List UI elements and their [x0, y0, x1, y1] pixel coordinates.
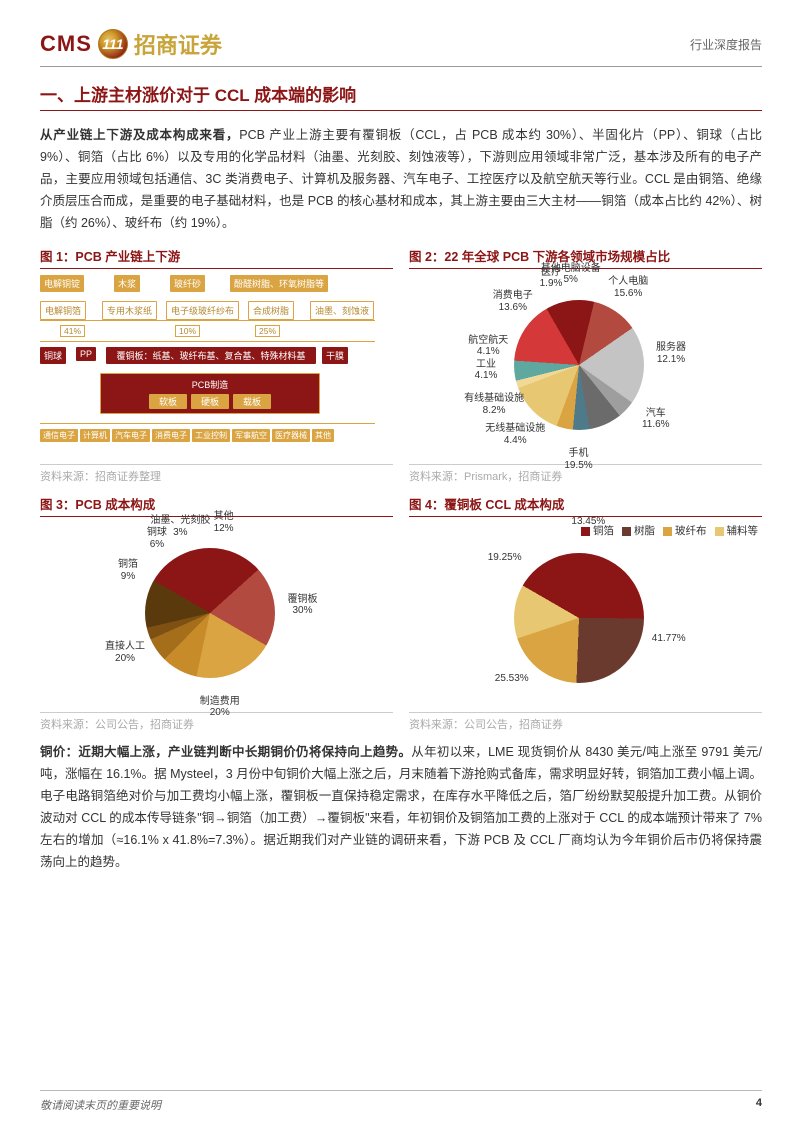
- flow-pct: 10%: [175, 325, 200, 337]
- logo-cn-text: 招商证券: [134, 28, 222, 60]
- page-header: CMS 111 招商证券 行业深度报告: [40, 28, 762, 67]
- flow-bottom-node: 军事航空: [232, 429, 270, 442]
- flow-bottom-node: 通信电子: [40, 429, 78, 442]
- flow-node: 电解铜锭: [40, 275, 84, 292]
- doc-type-label: 行业深度报告: [690, 36, 762, 53]
- flow-sub: 软板: [149, 394, 187, 409]
- legend-item: 树脂: [622, 525, 655, 537]
- flow-node: 电解铜箔: [40, 301, 86, 320]
- pie-slice-label: 无线基础设施4.4%: [485, 423, 545, 446]
- footer-note: 敬请阅读末页的重要说明: [40, 1097, 161, 1113]
- para1-rest: PCB 产业上游主要有覆铜板（CCL，占 PCB 成本约 30%）、半固化片（P…: [40, 128, 762, 230]
- flow-pct: 25%: [255, 325, 280, 337]
- para2-bold: 铜价：近期大幅上涨，产业链判断中长期铜价仍将保持向上趋势。: [40, 745, 411, 759]
- page-number: 4: [756, 1097, 762, 1113]
- pie-slice-label: 航空航天4.1%: [458, 335, 518, 358]
- fig1-flowchart: 电解铜锭 木浆 玻纤砂 酚醛树脂、环氧树脂等 电解铜箔 专用木浆纸 电子级玻纤纱…: [40, 275, 393, 460]
- pie-slice-label: 个人电脑15.6%: [598, 276, 658, 299]
- figure-2: 图 2：22 年全球 PCB 下游各领域市场规模占比 服务器12.1%汽车11.…: [409, 246, 762, 484]
- pie-slice-label: 有线基础设施8.2%: [464, 393, 524, 416]
- flow-bottom-node: 消费电子: [152, 429, 190, 442]
- pie-slice-label: 其他电脑设备5%: [541, 263, 601, 286]
- paragraph-2: 铜价：近期大幅上涨，产业链判断中长期铜价仍将保持向上趋势。从年初以来，LME 现…: [40, 742, 762, 873]
- flow-node: 干膜: [322, 347, 348, 364]
- flow-node: 酚醛树脂、环氧树脂等: [230, 275, 328, 292]
- fig2-pie-chart: 服务器12.1%汽车11.6%手机19.5%无线基础设施4.4%有线基础设施8.…: [409, 275, 762, 460]
- figure-4: 图 4：覆铜板 CCL 成本构成 铜箔树脂玻纤布辅料等 41.77%25.53%…: [409, 494, 762, 732]
- flow-node: PP: [76, 347, 96, 361]
- fig3-pie-chart: 覆铜板30%制造费用20%直接人工20%铜箔9%铜球6%油墨、光刻胶3%其他12…: [40, 523, 393, 708]
- flow-node: 电子级玻纤纱布: [166, 301, 239, 320]
- page-footer: 敬请阅读末页的重要说明 4: [40, 1090, 762, 1113]
- flow-node: 铜球: [40, 347, 66, 364]
- paragraph-1: 从产业链上下游及成本构成来看，PCB 产业上游主要有覆铜板（CCL，占 PCB …: [40, 125, 762, 234]
- flow-node: 木浆: [114, 275, 140, 292]
- legend-item: 辅料等: [715, 525, 759, 537]
- pie-slice-label: 手机19.5%: [549, 448, 609, 471]
- pie-slice-label: 其他12%: [194, 511, 254, 534]
- pie-slice-label: 消费电子13.6%: [483, 290, 543, 313]
- pie-slice-label: 25.53%: [482, 673, 542, 685]
- fig1-source: 资料来源：招商证券整理: [40, 464, 393, 484]
- flow-node: 玻纤砂: [170, 275, 205, 292]
- pie-slice-label: 铜箔9%: [98, 559, 158, 582]
- pie-slice-label: 13.45%: [558, 516, 618, 528]
- fig4-source: 资料来源：公司公告，招商证券: [409, 712, 762, 732]
- pie-slice-label: 直接人工20%: [95, 641, 155, 664]
- pie-slice-label: 汽车11.6%: [626, 408, 686, 431]
- flow-pct: 41%: [60, 325, 85, 337]
- fig4-title: 图 4：覆铜板 CCL 成本构成: [409, 494, 762, 517]
- flow-bottom-node: 汽车电子: [112, 429, 150, 442]
- logo-emblem-icon: 111: [98, 29, 128, 59]
- flow-center-label: PCB制造: [105, 378, 315, 391]
- pie-slice-label: 制造费用20%: [190, 696, 250, 719]
- figure-1: 图 1：PCB 产业链上下游 电解铜锭 木浆 玻纤砂 酚醛树脂、环氧树脂等 电解…: [40, 246, 393, 484]
- logo-cms-text: CMS: [40, 31, 92, 57]
- pie-slice-label: 19.25%: [475, 552, 535, 564]
- flow-bottom-node: 医疗器械: [272, 429, 310, 442]
- flow-center-container: PCB制造 软板 硬板 载板: [100, 373, 320, 414]
- para1-bold: 从产业链上下游及成本构成来看，: [40, 128, 239, 142]
- pie-slice-label: 服务器12.1%: [641, 342, 701, 365]
- flow-bottom-node: 工业控制: [192, 429, 230, 442]
- flow-bottom-node: 计算机: [80, 429, 110, 442]
- para2-rest: 从年初以来，LME 现货铜价从 8430 美元/吨上涨至 9791 美元/吨，涨…: [40, 745, 762, 868]
- flow-sub: 硬板: [191, 394, 229, 409]
- flow-bottom-node: 其他: [312, 429, 334, 442]
- flow-node: 油墨、刻蚀液: [310, 301, 374, 320]
- pie-slice-label: 工业4.1%: [456, 359, 516, 382]
- section-title: 一、上游主材涨价对于 CCL 成本端的影响: [40, 81, 762, 111]
- logo-group: CMS 111 招商证券: [40, 28, 222, 60]
- flow-node: 专用木浆纸: [102, 301, 157, 320]
- pie-slice-label: 41.77%: [639, 633, 699, 645]
- flow-sub: 载板: [233, 394, 271, 409]
- fig4-pie-chart: 铜箔树脂玻纤布辅料等 41.77%25.53%19.25%13.45%: [409, 523, 762, 708]
- pie-slice-label: 覆铜板30%: [272, 594, 332, 617]
- legend-item: 玻纤布: [663, 525, 707, 537]
- fig1-title: 图 1：PCB 产业链上下游: [40, 246, 393, 269]
- figure-3: 图 3：PCB 成本构成 覆铜板30%制造费用20%直接人工20%铜箔9%铜球6…: [40, 494, 393, 732]
- flow-node: 覆铜板：纸基、玻纤布基、复合基、特殊材料基: [106, 347, 316, 364]
- flow-node: 合成树脂: [248, 301, 294, 320]
